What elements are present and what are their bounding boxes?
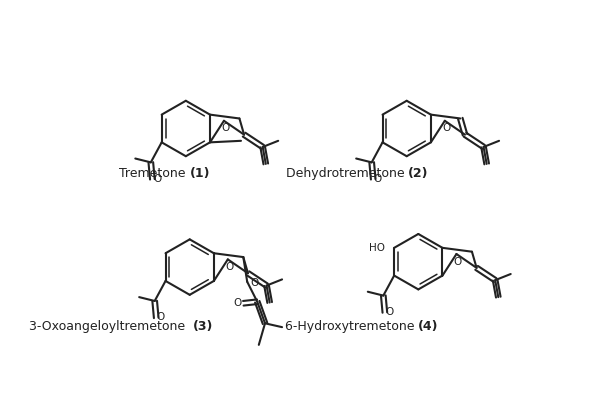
Text: HO: HO [369, 243, 385, 253]
Text: O: O [251, 278, 259, 288]
Text: O: O [153, 173, 161, 183]
Text: (3): (3) [193, 320, 213, 333]
Text: O: O [385, 307, 394, 317]
Text: (2): (2) [408, 167, 429, 180]
Text: 3-Oxoangeloyltremetone: 3-Oxoangeloyltremetone [29, 320, 193, 333]
Text: (1): (1) [190, 167, 210, 180]
Text: Dehydrotremetone: Dehydrotremetone [286, 167, 408, 180]
Text: 6-Hydroxytremetone: 6-Hydroxytremetone [285, 320, 418, 333]
Text: O: O [225, 262, 233, 272]
Text: Tremetone: Tremetone [119, 167, 190, 180]
Text: O: O [454, 257, 462, 267]
Text: O: O [442, 123, 451, 133]
Text: O: O [233, 298, 241, 308]
Text: (4): (4) [418, 320, 439, 333]
Text: O: O [374, 173, 382, 183]
Text: O: O [221, 123, 230, 133]
Text: O: O [157, 312, 165, 322]
